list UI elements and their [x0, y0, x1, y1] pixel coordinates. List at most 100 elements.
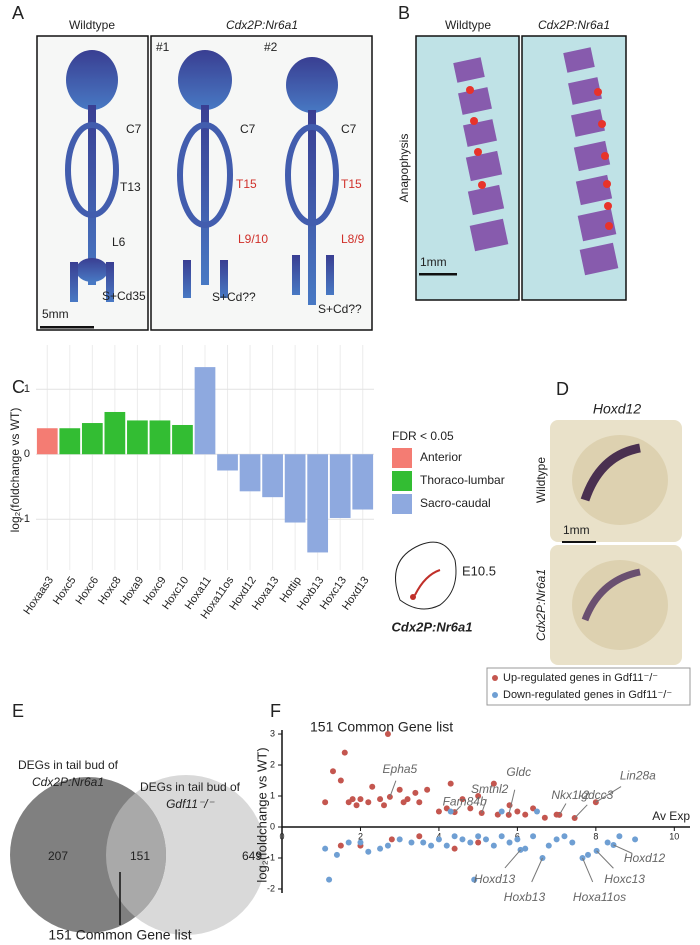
inset-label: Cdx2P:Nr6a1 [392, 619, 473, 634]
side-label: Anapophysis [397, 134, 411, 203]
point [585, 851, 591, 858]
x-tick-label: Hoxc5 [51, 575, 79, 607]
x-tick-label: 6 [515, 831, 520, 841]
point [467, 839, 474, 846]
point [498, 808, 505, 815]
row-label: Wildtype [534, 457, 548, 503]
annotation: Hoxc13 [604, 872, 645, 886]
point [345, 839, 352, 846]
point [475, 839, 482, 846]
vertebra-label: T15 [341, 177, 362, 191]
point [377, 845, 384, 852]
legend-label: Thoraco-lumbar [420, 473, 505, 487]
x-tick-label: 10 [669, 831, 679, 841]
legend-swatch [392, 494, 412, 514]
vertebra-label: S+Cd?? [212, 290, 256, 304]
replicate: #1 [156, 40, 170, 54]
chart-title: 151 Common Gene list [310, 719, 453, 735]
scale-bar-label: 1mm [420, 255, 447, 269]
scale-bar-label: 1mm [563, 523, 590, 537]
photo-d [550, 420, 682, 665]
venn-count: 207 [48, 849, 68, 863]
x-tick-label: Hoxa9 [118, 575, 146, 608]
point [384, 731, 391, 738]
point [412, 789, 419, 796]
point [353, 802, 360, 809]
point [553, 836, 560, 843]
point [369, 783, 376, 790]
point [545, 842, 552, 849]
point [384, 842, 391, 849]
point [632, 836, 639, 843]
annotation: Epha5 [383, 762, 418, 776]
annotation-leader [582, 857, 594, 883]
annotation: Nkx1-2 [551, 788, 589, 802]
venn [10, 775, 266, 935]
point [451, 833, 458, 840]
y-tick-label: 0 [24, 448, 30, 460]
point [365, 848, 372, 855]
header: Cdx2P:Nr6a1 [226, 18, 298, 32]
point [377, 796, 384, 803]
annotation: Lin28a [620, 768, 656, 782]
y-axis-label: log₂(foldchange vs WT) [254, 747, 269, 882]
point [569, 839, 576, 846]
point [530, 833, 537, 840]
y-tick-label: -1 [20, 513, 30, 525]
venn-label: Cdx2P:Nr6a1 [32, 775, 104, 789]
point [471, 876, 478, 883]
annotation-leader [574, 804, 588, 819]
annotation-leader [508, 789, 516, 816]
vertebra-label: S+Cd?? [318, 302, 362, 316]
annotation-leader [481, 799, 487, 814]
bar [352, 454, 374, 510]
legend-box [486, 667, 691, 706]
panel-label: E [12, 701, 24, 721]
annotation: Smtnl2 [471, 782, 509, 796]
annotation-leader [389, 780, 397, 798]
legend-label: Down-regulated genes in Gdf11⁻/⁻ [503, 689, 672, 701]
header: Cdx2P:Nr6a1 [538, 18, 610, 32]
point [365, 799, 372, 806]
venn-label: DEGs in tail bud of [140, 780, 241, 794]
point [514, 836, 521, 843]
vertebra-label: L8/9 [341, 232, 365, 246]
point [337, 777, 344, 784]
point [424, 786, 431, 793]
point [326, 876, 333, 883]
x-tick-label: Hoxaas3 [21, 575, 56, 617]
legend-label: Sacro-caudal [420, 496, 491, 510]
point [416, 833, 423, 840]
point [404, 796, 411, 803]
legend-label: Up-regulated genes in Gdf11⁻/⁻ [503, 672, 658, 684]
header: Wildtype [69, 18, 115, 32]
point [447, 808, 454, 815]
point [459, 796, 466, 803]
point [475, 793, 482, 800]
bar [239, 454, 261, 492]
vertebra-label: L9/10 [238, 232, 268, 246]
bar [307, 454, 329, 553]
vertebra-label: T13 [120, 180, 141, 194]
point [428, 842, 435, 849]
point [396, 786, 403, 793]
annotation: Hoxb13 [504, 890, 546, 904]
point [333, 851, 340, 858]
annotation-leader [504, 849, 521, 869]
bar [262, 454, 283, 498]
point [514, 808, 521, 815]
point [447, 780, 454, 787]
annotation-leader [531, 857, 543, 883]
point [541, 814, 548, 821]
point [443, 842, 450, 849]
venn-caption: 151 Common Gene list [48, 927, 191, 943]
bar [329, 454, 351, 518]
bar [36, 428, 58, 455]
annotation: Hoxd12 [624, 851, 666, 865]
annotation: Fam84b [443, 794, 487, 808]
point [483, 836, 489, 843]
vertebra-label: S+Cd35 [102, 289, 146, 303]
header: Wildtype [445, 18, 491, 32]
annotation-leader [558, 803, 567, 816]
